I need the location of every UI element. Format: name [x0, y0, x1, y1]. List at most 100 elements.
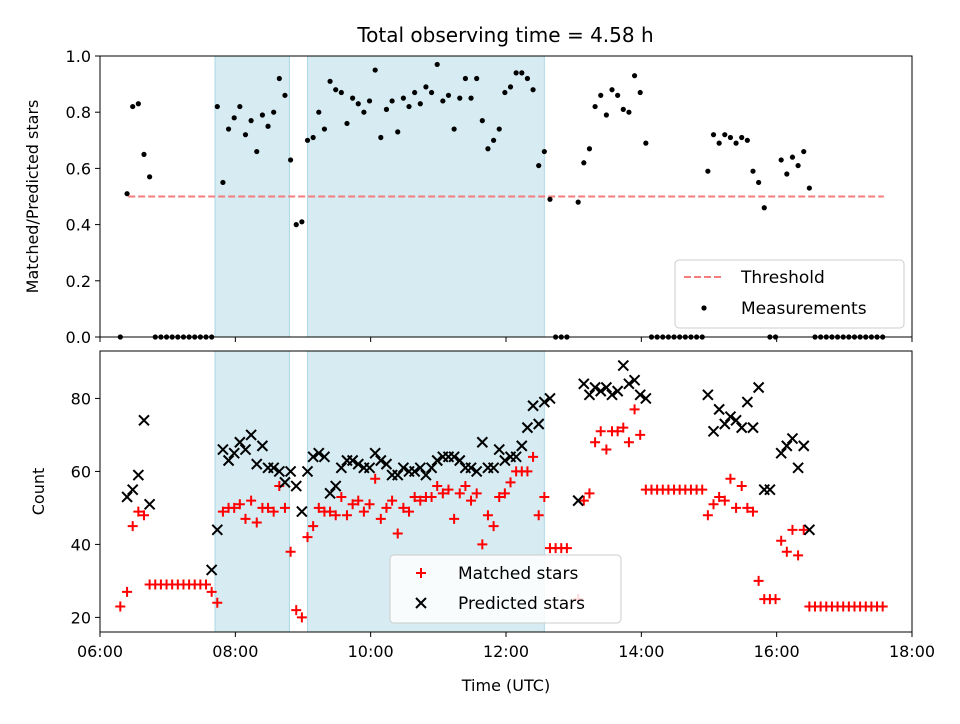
measurement-point	[338, 89, 344, 96]
measurement-point	[395, 129, 401, 135]
predicted-stars-point	[329, 480, 342, 492]
measurement-point	[310, 134, 316, 141]
measurement-point	[434, 61, 440, 68]
matched-stars-point	[358, 506, 369, 517]
measurement-point	[615, 92, 621, 98]
matched-stars-point	[584, 488, 595, 499]
matched-stars-point	[325, 506, 336, 517]
measurement-point	[304, 137, 311, 143]
matched-stars-point	[533, 510, 544, 521]
predicted-stars-point	[290, 480, 302, 492]
measurement-point	[710, 132, 717, 138]
predicted-stars-point	[600, 381, 613, 394]
measurement-point	[237, 103, 243, 110]
matched-stars-point	[697, 484, 708, 495]
matched-stars-point	[781, 546, 792, 557]
predicted-stars-point	[510, 451, 522, 463]
matched-stars-point	[212, 597, 223, 608]
matched-stars-point	[708, 499, 719, 510]
bottom-legend-box	[389, 554, 622, 624]
measurement-point	[412, 89, 418, 96]
xlabel: Time (UTC)	[461, 676, 550, 695]
measurement-point	[586, 146, 593, 152]
measurement-point	[575, 199, 581, 205]
predicted-stars-point	[730, 414, 742, 427]
predicted-stars-point	[217, 443, 229, 456]
predicted-stars-point	[719, 418, 731, 430]
measurement-point	[383, 106, 390, 112]
xtick-label: 18:00	[889, 642, 935, 661]
matched-stars-point	[138, 510, 149, 521]
matched-stars-point	[364, 499, 375, 510]
predicted-stars-point	[465, 462, 477, 474]
measurement-point	[293, 222, 299, 228]
predicted-stars-point	[222, 454, 235, 467]
predicted-stars-point	[606, 389, 618, 401]
measurement-point	[524, 75, 531, 82]
matched-stars-point	[561, 543, 572, 554]
predicted-stars-point	[595, 385, 607, 397]
bottom-ytick-label: 40	[71, 535, 91, 554]
predicted-stars-point	[781, 440, 793, 452]
matched-stars-point	[313, 502, 324, 513]
measurement-point	[147, 174, 153, 180]
matched-stars-point	[601, 444, 612, 455]
predicted-stars-point	[256, 440, 269, 452]
measurement-point	[282, 92, 288, 98]
predicted-stars-point	[375, 454, 387, 467]
top-ylabel: Matched/Predicted stars	[23, 100, 42, 294]
matched-stars-point	[127, 521, 138, 532]
measurement-point	[220, 179, 226, 186]
matched-stars-point	[404, 506, 415, 517]
predicted-stars-point	[544, 392, 556, 405]
measurement-point	[457, 95, 463, 101]
measurement-point	[784, 171, 790, 177]
measurement-point	[299, 219, 305, 225]
chart-title: Total observing time = 4.58 h	[356, 23, 653, 47]
measurement-point	[705, 168, 711, 174]
matched-stars-point	[330, 510, 341, 521]
predicted-stars-point	[527, 400, 539, 412]
measurement-point	[344, 120, 350, 127]
predicted-stars-point	[284, 465, 297, 478]
matched-stars-point	[234, 499, 245, 510]
measurement-point	[750, 168, 756, 174]
predicted-stars-point	[132, 469, 145, 481]
measurement-point	[626, 109, 632, 115]
predicted-stars-point	[143, 498, 156, 510]
matched-stars-point	[443, 484, 454, 495]
predicted-stars-point	[792, 462, 804, 474]
matched-stars-point	[375, 513, 386, 524]
matched-stars-point	[268, 506, 279, 517]
predicted-stars-point	[707, 425, 720, 437]
measurement-point	[474, 75, 480, 82]
measurement-point	[406, 103, 412, 110]
measurement-point	[637, 89, 643, 96]
measurement-point	[547, 196, 553, 202]
measurement-point	[276, 75, 282, 82]
matched-stars-point	[115, 601, 126, 612]
measurement-point	[350, 95, 356, 101]
predicted-stars-point	[392, 469, 404, 481]
predicted-stars-point	[786, 432, 799, 445]
predicted-stars-point	[211, 524, 223, 536]
matched-stars-point	[336, 491, 347, 502]
measurement-point	[316, 109, 322, 115]
measurement-point	[355, 101, 361, 107]
matched-stars-point	[347, 499, 358, 510]
predicted-stars-point	[205, 564, 218, 576]
measurement-point	[744, 137, 750, 143]
measurement-point	[722, 132, 728, 138]
measurement-point	[789, 154, 796, 160]
top-ytick-label: 0.4	[66, 216, 91, 235]
matched-stars-point	[742, 502, 753, 513]
matched-stars-point	[753, 575, 764, 586]
matched-stars-point	[206, 586, 217, 597]
measurement-point	[490, 137, 497, 143]
matched-stars-point	[522, 466, 533, 477]
predicted-stars-point	[764, 483, 776, 496]
measurement-point	[378, 134, 384, 141]
xtick-label: 16:00	[754, 642, 800, 661]
measurement-point	[801, 148, 807, 155]
